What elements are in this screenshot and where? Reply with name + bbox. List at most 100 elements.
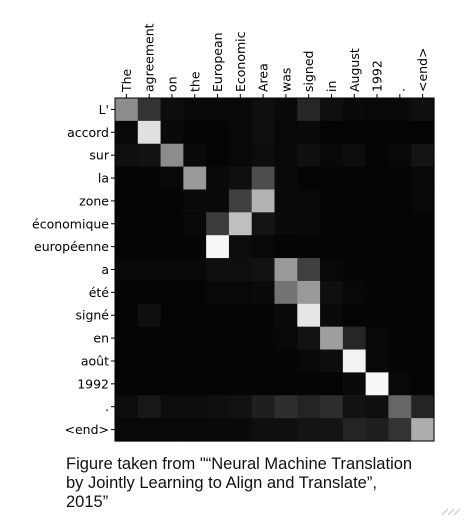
heatmap-cell xyxy=(206,326,230,351)
heatmap-cell xyxy=(388,303,412,328)
heatmap-cell xyxy=(365,349,390,373)
heatmap-cell xyxy=(342,212,367,236)
heatmap-cell xyxy=(365,166,390,191)
heatmap-cell xyxy=(206,120,230,145)
heatmap-cell xyxy=(183,212,207,236)
heatmap-cell xyxy=(297,235,321,259)
heatmap-cell xyxy=(183,303,207,328)
heatmap-cell xyxy=(297,326,321,351)
heatmap-cell xyxy=(388,235,412,259)
heatmap-cell xyxy=(160,235,184,259)
heatmap-cell xyxy=(411,326,435,351)
heatmap-cell xyxy=(115,212,139,236)
heatmap-cell xyxy=(320,189,344,213)
heatmap-cell xyxy=(115,280,139,305)
heatmap-cell xyxy=(297,395,321,419)
heatmap-cell xyxy=(411,258,435,282)
y-tick-label: zone xyxy=(79,193,109,208)
heatmap-cell xyxy=(137,258,162,282)
heatmap-cell xyxy=(274,395,298,419)
heatmap-cell xyxy=(206,258,230,282)
heatmap-cell xyxy=(183,235,207,259)
heatmap-cell xyxy=(228,120,253,145)
heatmap-cell xyxy=(115,372,139,396)
heatmap-cell xyxy=(228,98,253,122)
heatmap-cell xyxy=(137,166,162,191)
heatmap-cell xyxy=(251,120,276,145)
heatmap-cell xyxy=(183,166,207,191)
heatmap-cell xyxy=(365,120,390,145)
x-tick-label: signed xyxy=(301,51,316,92)
heatmap-cell xyxy=(251,235,276,259)
heatmap-cell xyxy=(160,212,184,236)
heatmap-cell xyxy=(274,212,298,236)
heatmap-cell xyxy=(342,166,367,191)
heatmap-cell xyxy=(183,395,207,419)
heatmap-cell xyxy=(274,349,298,373)
x-tick-label: in xyxy=(324,81,339,92)
heatmap-cell xyxy=(183,418,207,442)
heatmap-cell xyxy=(206,280,230,305)
heatmap-cell xyxy=(365,326,390,351)
heatmap-cell xyxy=(115,418,139,442)
y-tick-label: en xyxy=(93,331,109,346)
heatmap-cell xyxy=(320,235,344,259)
heatmap-cell xyxy=(183,326,207,351)
y-tick-label: accord xyxy=(67,125,109,140)
y-tick-label: sur xyxy=(89,148,109,163)
heatmap-cell xyxy=(137,303,162,328)
heatmap-cell xyxy=(251,166,276,191)
heatmap-cell xyxy=(251,258,276,282)
heatmap-cell xyxy=(411,189,435,213)
y-tick-label: L' xyxy=(99,102,109,117)
heatmap-cell xyxy=(388,372,412,396)
heatmap-cell xyxy=(297,280,321,305)
heatmap-cell xyxy=(251,418,276,442)
heatmap-cell xyxy=(160,120,184,145)
x-tick-label: . xyxy=(392,88,407,92)
heatmap-cell xyxy=(228,166,253,191)
heatmap-cell xyxy=(228,395,253,419)
heatmap-cell xyxy=(274,166,298,191)
heatmap-cell xyxy=(228,143,253,168)
heatmap-cell xyxy=(137,235,162,259)
heatmap-cell xyxy=(115,143,139,168)
heatmap-cell xyxy=(297,98,321,122)
heatmap-cell xyxy=(365,235,390,259)
y-tick-label: économique xyxy=(32,216,109,231)
heatmap-cell xyxy=(365,143,390,168)
heatmap-cell xyxy=(297,258,321,282)
heatmap-cell xyxy=(411,418,435,442)
heatmap-cell xyxy=(115,98,139,122)
heatmap-cell xyxy=(320,166,344,191)
heatmap-cell xyxy=(297,349,321,373)
heatmap-cell xyxy=(160,166,184,191)
heatmap-cell xyxy=(274,143,298,168)
heatmap-cell xyxy=(206,166,230,191)
heatmap-cell xyxy=(206,303,230,328)
heatmap-cell xyxy=(297,189,321,213)
caption-line-2: by Jointly Learning to Align and Transla… xyxy=(66,474,377,492)
heatmap-cell xyxy=(251,372,276,396)
heatmap-cell xyxy=(183,189,207,213)
heatmap-cell xyxy=(137,120,162,145)
y-tick-labels: L' accord sur la zone économique européenne a ét… xyxy=(32,102,115,437)
heatmap-cell xyxy=(411,280,435,305)
heatmap-cell xyxy=(251,280,276,305)
heatmap-cell xyxy=(137,395,162,419)
heatmap-cell xyxy=(388,166,412,191)
heatmap-cell xyxy=(411,395,435,419)
heatmap-cell xyxy=(115,303,139,328)
heatmap-cell xyxy=(228,326,253,351)
heatmap-cell xyxy=(206,189,230,213)
heatmap-cell xyxy=(411,98,435,122)
heatmap-cell xyxy=(160,143,184,168)
x-tick-labels: The agreement on the European Economic Area was… xyxy=(119,23,430,98)
heatmap-cell xyxy=(206,418,230,442)
y-tick-label: signé xyxy=(75,308,109,323)
y-tick-label: <end> xyxy=(65,422,110,437)
heatmap-cell xyxy=(411,235,435,259)
heatmap-cell xyxy=(251,143,276,168)
heatmap-cell xyxy=(411,143,435,168)
heatmap-cell xyxy=(342,258,367,282)
